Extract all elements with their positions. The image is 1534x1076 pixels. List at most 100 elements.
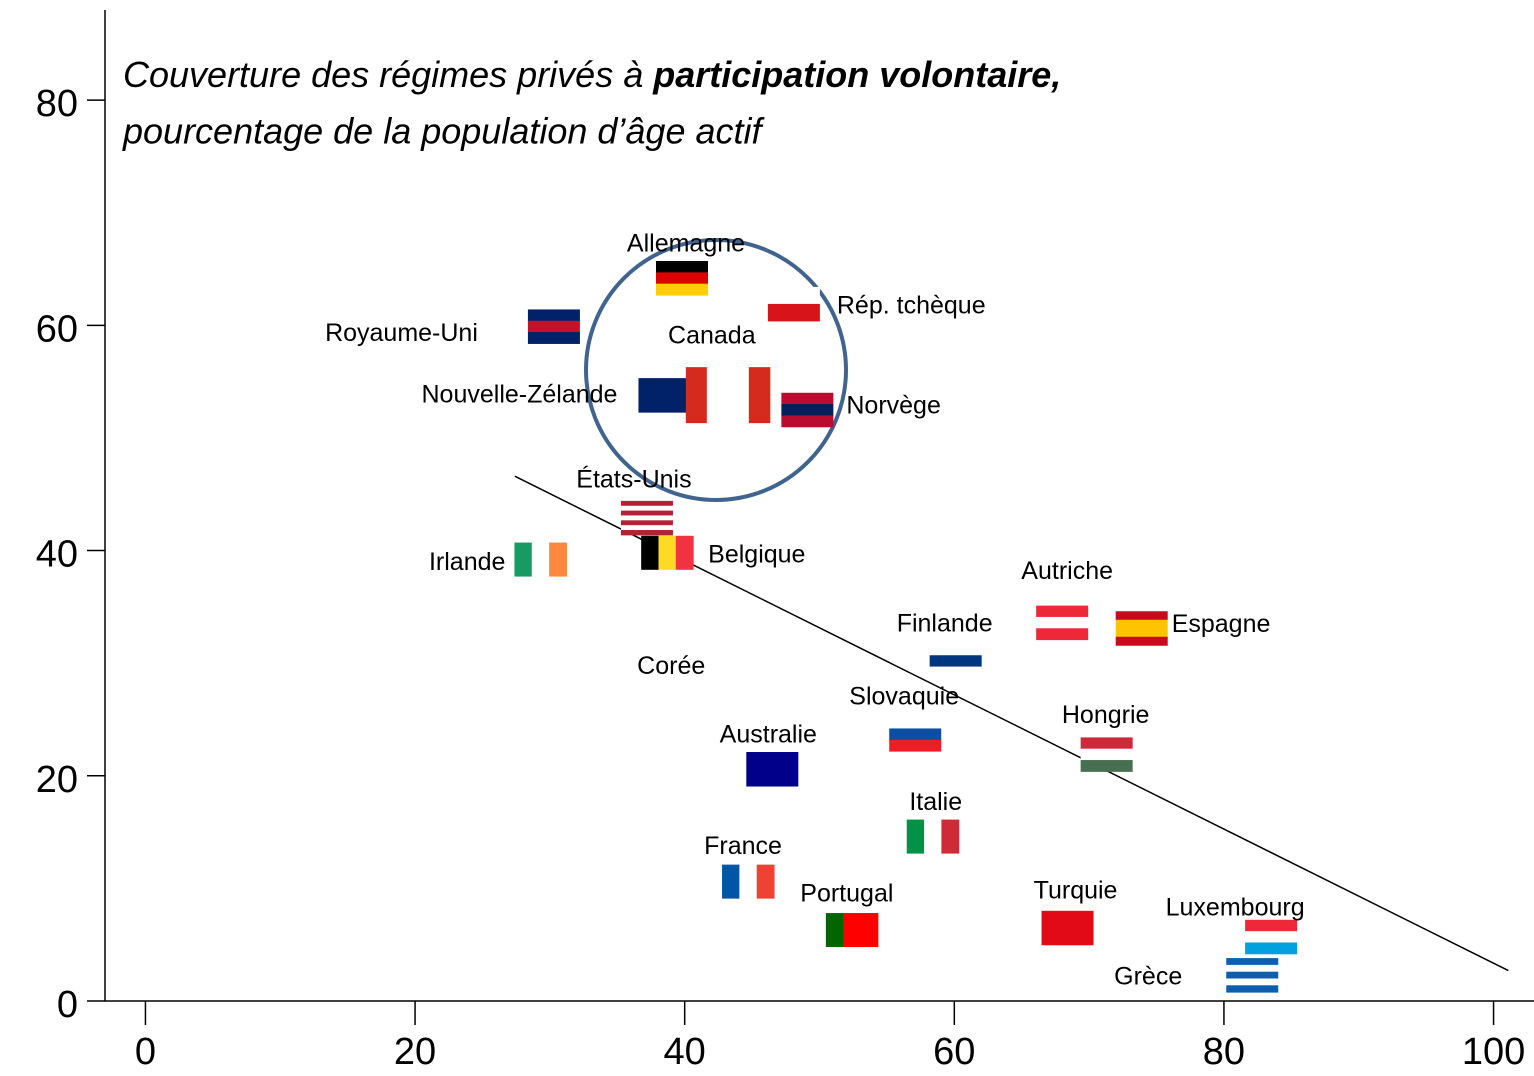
flag-stripe (924, 819, 942, 854)
point-label: Irlande (429, 548, 505, 576)
flag-stripe (1080, 737, 1133, 750)
flag-stripe (655, 272, 708, 285)
flag-stripe (1080, 760, 1133, 772)
x-tick-label: 0 (135, 1031, 156, 1073)
point-label: Allemagne (627, 230, 745, 258)
x-tick-label: 40 (664, 1031, 706, 1073)
flag-stripe (620, 520, 673, 526)
flag-marker (781, 392, 834, 428)
flag-stripe (531, 542, 550, 577)
flag-stripe (781, 415, 834, 428)
flag-stripe (620, 515, 673, 521)
flag-stripe (620, 505, 673, 512)
point-label: Slovaquie (849, 683, 959, 711)
flag-marker (767, 286, 820, 322)
flag-stripe (929, 643, 982, 656)
point-label: Nouvelle-Zélande (422, 381, 618, 409)
point-label: Espagne (1172, 610, 1271, 638)
highlight-circle (584, 238, 848, 502)
flag-marker (1041, 910, 1094, 946)
flag-stripe (825, 913, 844, 948)
flag-stripe (1036, 616, 1089, 629)
flag-stripe (889, 717, 942, 729)
flag-stripe (620, 500, 673, 507)
flag-stripe (549, 542, 567, 577)
point-label: Canada (668, 322, 756, 350)
flag-marker (1245, 919, 1298, 955)
point-label: Norvège (846, 391, 941, 419)
point-label: Rép. tchèque (837, 292, 986, 320)
y-tick-label: 60 (36, 308, 78, 350)
flag-stripe (929, 666, 982, 679)
flag-stripe (1226, 985, 1279, 993)
flag-stripe (906, 819, 925, 854)
x-tick-label: 100 (1462, 1031, 1525, 1073)
flag-stripe (929, 655, 982, 668)
flag-stripe (1115, 611, 1168, 621)
point-label: Royaume-Uni (325, 319, 478, 347)
y-tick-label: 0 (57, 984, 78, 1026)
flag-stripe (1041, 910, 1094, 946)
flag-stripe (1245, 942, 1298, 955)
flag-stripe (655, 261, 708, 273)
flag-stripe (1226, 971, 1279, 979)
flag-stripe (1226, 978, 1279, 986)
flag-marker (620, 500, 673, 536)
point-label: France (704, 832, 782, 860)
flag-stripe (781, 392, 834, 405)
flag-stripe (1115, 619, 1168, 629)
flag-marker (638, 378, 691, 413)
flag-marker (889, 717, 942, 752)
flag-stripe (941, 819, 960, 854)
point-label: Grèce (1114, 963, 1182, 991)
y-tick-label: 40 (36, 534, 78, 576)
title-line1: Couverture des régimes privés à (123, 54, 653, 95)
flag-stripe (767, 286, 820, 305)
flag-stripe (1115, 636, 1168, 646)
point-label: Italie (909, 788, 962, 816)
flag-stripe (620, 510, 673, 516)
flag-stripe (746, 752, 799, 787)
flag-marker (929, 643, 982, 679)
point-label: Luxembourg (1166, 893, 1305, 921)
point-label: États-Unis (576, 464, 691, 493)
title-bold: participation volontaire, (652, 54, 1061, 95)
flag-marker (1080, 737, 1133, 772)
flag-marker (685, 367, 771, 424)
point-label: Hongrie (1062, 701, 1150, 729)
flag-stripe (675, 535, 694, 570)
flag-stripe (1226, 964, 1279, 973)
point-label: Australie (720, 721, 817, 749)
y-tick-label: 80 (36, 83, 78, 125)
point-label: Portugal (800, 880, 893, 908)
point-label: Autriche (1021, 557, 1113, 585)
flag-stripe (514, 542, 533, 577)
flag-marker (1036, 605, 1089, 641)
flag-stripe (756, 864, 775, 899)
flag-stripe (1115, 628, 1168, 638)
flag-stripe (860, 913, 879, 948)
flag-marker (641, 535, 694, 570)
y-tick-label: 20 (36, 759, 78, 801)
flag-stripe (655, 283, 708, 296)
flag-stripe (620, 525, 673, 531)
flag-marker (1226, 958, 1279, 993)
flag-marker (906, 819, 960, 854)
flag-stripe (685, 367, 708, 424)
chart-subtitle: pourcentage de la population d’âge actif (122, 111, 765, 152)
flag-stripe (638, 378, 691, 413)
flag-marker (514, 542, 567, 577)
flag-marker (825, 913, 879, 948)
flag-stripe (1036, 628, 1089, 641)
flag-stripe (727, 367, 750, 424)
flag-stripe (645, 685, 698, 721)
flag-stripe (1245, 919, 1298, 932)
flag-stripe (889, 728, 942, 741)
point-label: Turquie (1034, 876, 1118, 904)
point-label: Corée (637, 652, 705, 680)
flag-stripe (641, 535, 659, 570)
flag-stripe (739, 864, 758, 899)
x-tick-label: 20 (394, 1031, 436, 1073)
flag-stripe (781, 404, 834, 416)
